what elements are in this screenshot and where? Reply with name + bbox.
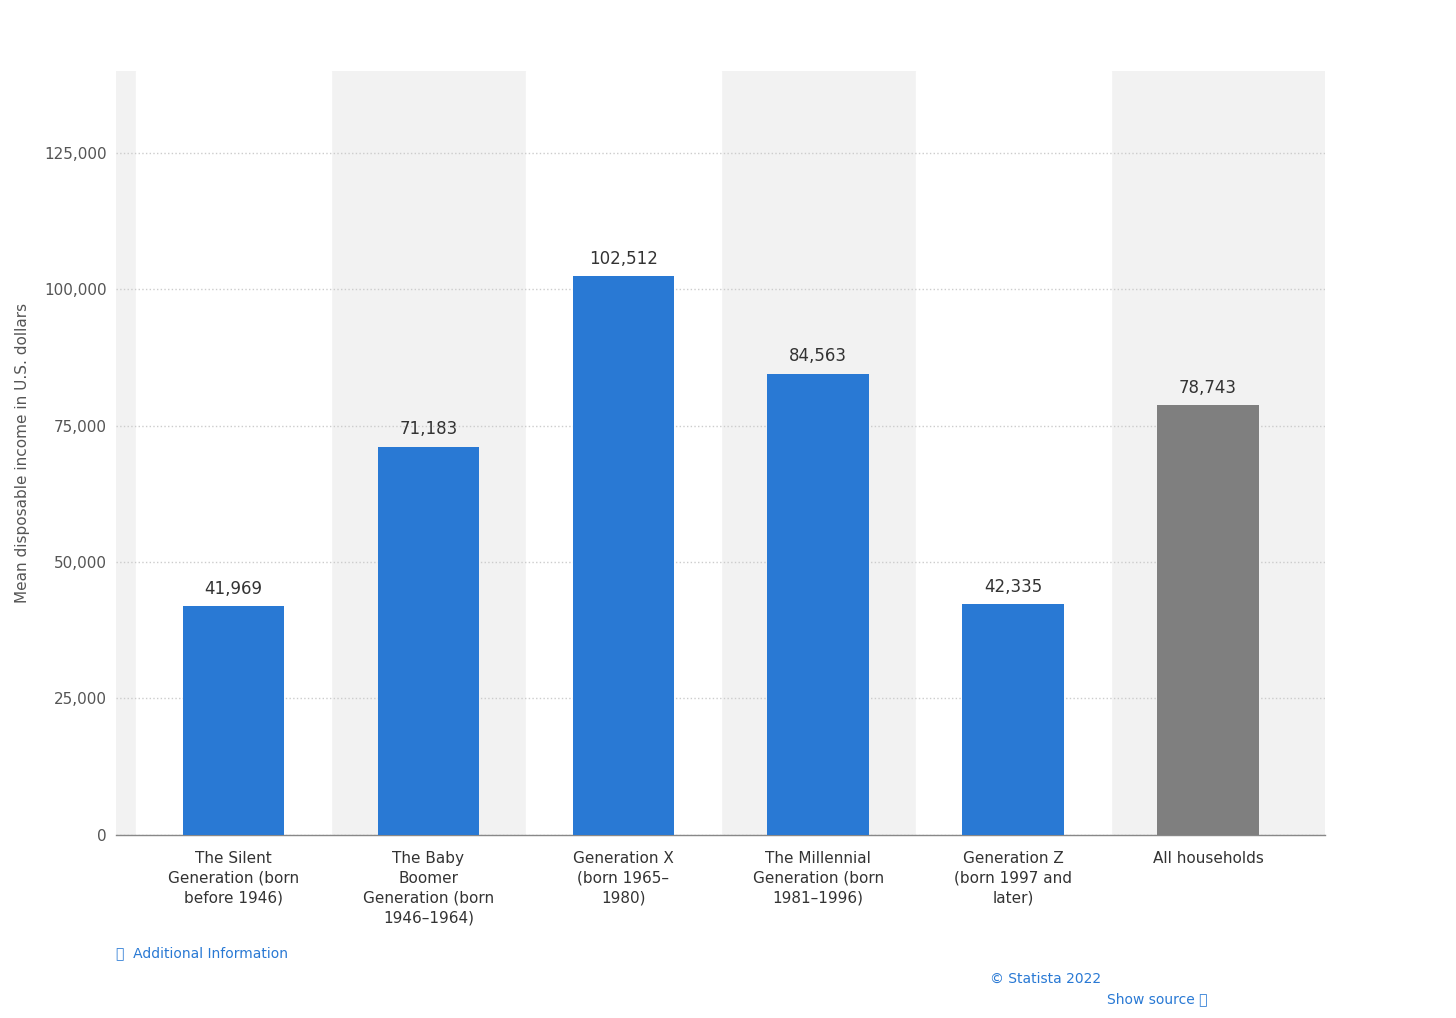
Bar [962,604,1064,835]
Text: Show source ⓘ: Show source ⓘ [1107,992,1207,1006]
Bar [767,374,869,835]
Text: 42,335: 42,335 [984,577,1042,596]
Text: 41,969: 41,969 [204,579,262,598]
Text: 78,743: 78,743 [1179,379,1238,397]
Text: 71,183: 71,183 [399,420,457,439]
Bar [183,606,284,835]
Text: 102,512: 102,512 [588,249,658,268]
Text: 84,563: 84,563 [789,347,847,365]
Bar [377,447,479,835]
Bar [1158,405,1258,835]
Bar [526,71,721,835]
Bar [916,71,1111,835]
Text: ⓘ  Additional Information: ⓘ Additional Information [116,946,288,960]
Y-axis label: Mean disposable income in U.S. dollars: Mean disposable income in U.S. dollars [15,303,31,603]
Text: © Statista 2022: © Statista 2022 [990,971,1101,985]
Bar [572,276,674,835]
Bar [135,71,331,835]
